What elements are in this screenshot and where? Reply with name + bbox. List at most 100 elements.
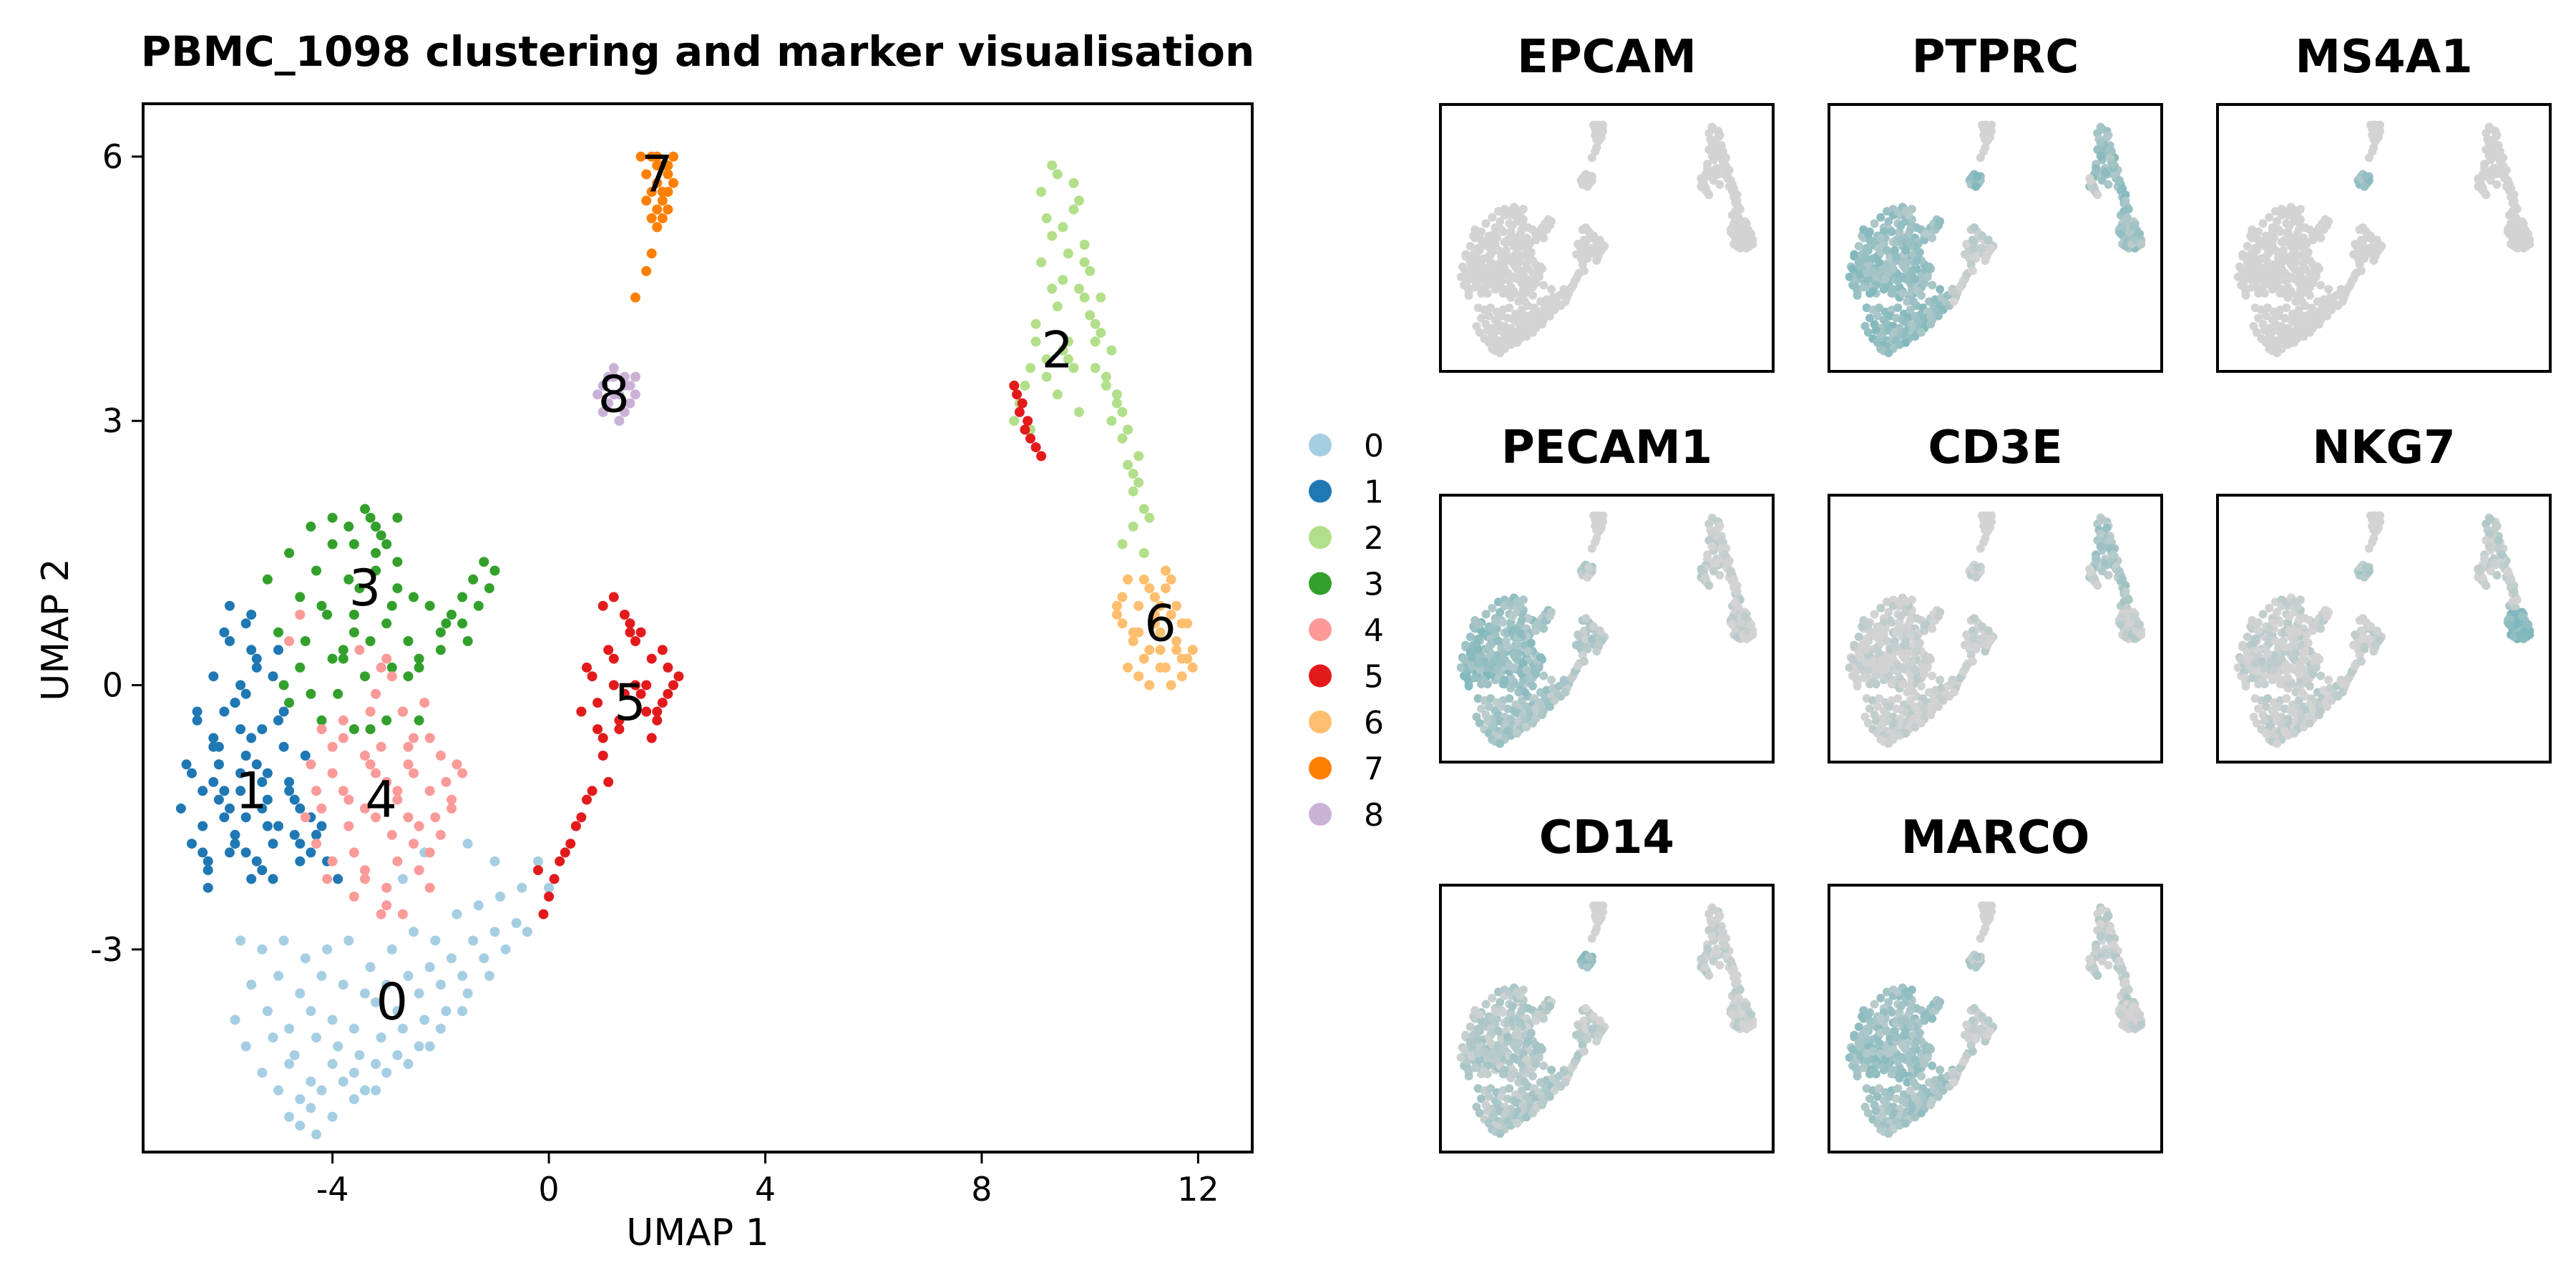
panel-point [1976, 1024, 1985, 1033]
panel-point [2293, 238, 2302, 247]
cluster-label-7: 7 [641, 145, 673, 203]
panel-point [2129, 221, 2138, 230]
cluster-5-point [1025, 433, 1035, 444]
panel-point [1851, 283, 1860, 292]
panel-point [1496, 608, 1505, 617]
panel-point [1853, 291, 1862, 300]
panel-point [1921, 229, 1931, 238]
panel-point [1720, 940, 1729, 950]
panel-point [2486, 176, 2495, 185]
cluster-points [175, 151, 1198, 1140]
panel-point [2257, 678, 2266, 687]
panel-point [1561, 1078, 1570, 1087]
panel-point [2109, 550, 2118, 560]
panel-point [1509, 289, 1518, 298]
cluster-4-point [354, 645, 365, 655]
cluster-2-point [1144, 512, 1155, 523]
panel-point [1545, 702, 1554, 711]
cluster-4-point [306, 759, 316, 770]
panel-point [2121, 977, 2130, 986]
cluster-0-point [262, 1006, 273, 1016]
cluster-4-point [447, 794, 457, 805]
panel-point [1717, 145, 1726, 155]
panel-point [2291, 297, 2301, 306]
cluster-4-point [376, 909, 386, 919]
panel-point [1851, 673, 1860, 683]
panel-point [2250, 268, 2260, 278]
panel-point [1514, 297, 1523, 306]
panel-point [2316, 280, 2326, 290]
panel-point [2366, 231, 2375, 240]
cluster-1-point [219, 706, 230, 717]
panel-point [2509, 196, 2519, 205]
panel-point [1748, 1020, 1757, 1030]
panel-point [1917, 1108, 1926, 1118]
panel-point [1463, 276, 1472, 286]
y-tick-label: 0 [102, 666, 123, 705]
cluster-6-point [1166, 574, 1176, 585]
umap-cluster-plot: PBMC_1098 clustering and marker visualis… [34, 27, 1254, 1254]
cluster-8-point [608, 363, 619, 374]
cluster-1-point [213, 794, 224, 805]
panel-point [2250, 659, 2260, 668]
cluster-6-point [1149, 592, 1160, 602]
panel-point [1472, 1028, 1481, 1038]
cluster-2-point [1101, 380, 1111, 391]
cluster-3-point [322, 610, 333, 620]
panel-point [2263, 303, 2273, 313]
panel-point [2109, 940, 2118, 950]
cluster-1-point [251, 856, 262, 867]
cluster-3-point [365, 724, 376, 735]
cluster-3-point [316, 600, 327, 611]
cluster-label-1: 1 [235, 761, 268, 820]
cluster-1-point [175, 803, 186, 814]
cluster-7-point [646, 187, 657, 197]
panel-point [2252, 620, 2261, 629]
panel-point [2327, 306, 2336, 314]
cluster-3-point [457, 592, 468, 602]
cluster-3-point [316, 715, 327, 726]
panel-point [1584, 952, 1594, 962]
panel-point [2101, 948, 2110, 957]
panel-point [1483, 716, 1492, 726]
panel-point [2371, 120, 2380, 130]
panel-point [1456, 663, 1465, 672]
panel-point [1464, 1071, 1473, 1080]
marker-panels: EPCAM PTPRC MS4A1 PECAM1 CD3E NKG7 CD14 MARCO [1439, 31, 2552, 1153]
panel-point [2286, 663, 2296, 672]
panel-point [2249, 248, 2258, 257]
cluster-4-point [311, 839, 321, 849]
panel-point [1508, 612, 1517, 621]
cluster-1-point [300, 751, 311, 761]
panel-point [1503, 1033, 1513, 1042]
panel-point [2248, 283, 2257, 292]
cluster-8-point [630, 389, 640, 400]
panel-point [1587, 1024, 1596, 1033]
panel-point [1531, 669, 1541, 678]
cluster-5-point [565, 839, 576, 849]
panel-point [1865, 313, 1875, 323]
panel-point [1949, 688, 1958, 697]
panel-point [1488, 1014, 1497, 1023]
panel-point [1528, 718, 1537, 728]
cluster-7-point [652, 222, 663, 233]
cluster-0-point [414, 988, 424, 999]
cluster-1-point [289, 794, 300, 805]
cluster-0-point [386, 944, 397, 955]
panel-point [1579, 626, 1589, 635]
cluster-5-point [576, 706, 587, 717]
panel-point [1901, 1026, 1911, 1035]
cluster-0-point [371, 1058, 381, 1069]
panel-point [1884, 217, 1893, 226]
panel-point [2097, 125, 2107, 134]
cluster-1-point [246, 733, 257, 743]
panel-point [1513, 987, 1522, 997]
cluster-2-point [1133, 451, 1144, 462]
panel-frame [1439, 103, 1775, 373]
cluster-3-point [306, 521, 316, 532]
cluster-0-point [511, 917, 522, 928]
cluster-4-point [327, 741, 338, 752]
cluster-5-point [597, 751, 608, 761]
cluster-8-point [619, 371, 630, 382]
cluster-0-point [348, 1094, 359, 1105]
